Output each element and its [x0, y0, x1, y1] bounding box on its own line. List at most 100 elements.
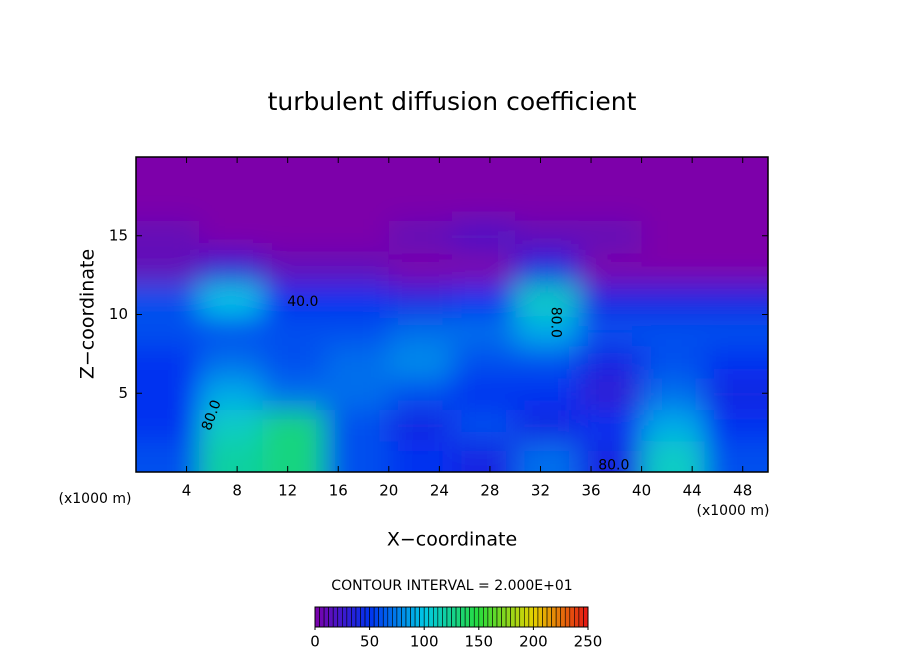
field-cell — [325, 440, 390, 472]
field-cell — [199, 346, 264, 379]
field-cell — [641, 440, 706, 472]
colorbar-swatch — [387, 606, 393, 628]
field-cell — [515, 283, 580, 316]
colorbar-swatch — [510, 606, 516, 628]
contour-label: 40.0 — [287, 294, 318, 310]
colorbar-swatch — [505, 606, 511, 628]
colorbar-swatch — [537, 606, 543, 628]
field-cell — [515, 157, 580, 190]
field-cell — [515, 314, 580, 347]
field-cell — [262, 440, 327, 472]
field-cell — [578, 440, 643, 472]
x-tick-label: 28 — [480, 482, 499, 500]
colorbar-swatch — [323, 606, 329, 628]
field-cell — [641, 346, 706, 379]
x-tick-label: 48 — [733, 482, 752, 500]
field-cell — [199, 220, 264, 253]
colorbar-swatch — [542, 606, 548, 628]
field-cell — [452, 314, 517, 347]
contour-label: 80.0 — [548, 307, 564, 338]
field-cell — [641, 220, 706, 253]
contour-interval: CONTOUR INTERVAL = 2.000E+01 — [331, 578, 572, 594]
field-cell — [199, 314, 264, 347]
field-cell — [578, 377, 643, 410]
field-cell — [388, 314, 453, 347]
field-cell — [388, 409, 453, 442]
field-cell — [578, 283, 643, 316]
colorbar-swatch — [560, 606, 566, 628]
field-cell — [199, 188, 264, 221]
colorbar-swatch — [546, 606, 552, 628]
field-cell — [388, 220, 453, 253]
field-cell — [452, 440, 517, 472]
field-cell — [578, 220, 643, 253]
field-cell — [325, 377, 390, 410]
colorbar-swatch — [355, 606, 361, 628]
colorbar-tick-label: 150 — [464, 633, 493, 651]
colorbar-swatch — [373, 606, 379, 628]
field-cell — [515, 251, 580, 284]
colorbar-swatch — [528, 606, 534, 628]
field-cell — [136, 440, 201, 472]
colorbar-swatch — [469, 606, 475, 628]
field-cell — [452, 251, 517, 284]
colorbar-swatch — [487, 606, 493, 628]
field-cell — [136, 377, 201, 410]
x-tick-label: 40 — [632, 482, 651, 500]
contour-label: 80.0 — [598, 458, 629, 474]
field-cell — [578, 346, 643, 379]
field-cell — [578, 188, 643, 221]
x-tick-label: 8 — [232, 482, 242, 500]
field-cell — [515, 188, 580, 221]
colorbar-swatch — [446, 606, 452, 628]
x-axis-label: X−coordinate — [387, 529, 517, 551]
field-cell — [325, 346, 390, 379]
field-cell — [199, 440, 264, 472]
x-tick-label: 44 — [683, 482, 702, 500]
field-cell — [704, 377, 768, 410]
field-cell — [641, 188, 706, 221]
field-cell — [578, 157, 643, 190]
field-cell — [515, 377, 580, 410]
field-cell — [325, 251, 390, 284]
colorbar-swatch — [492, 606, 498, 628]
y-axis-label: Z−coordinate — [77, 249, 99, 379]
colorbar-swatch — [514, 606, 521, 628]
y-tick-label: 10 — [109, 305, 128, 323]
field-cell — [388, 283, 453, 316]
field-cell — [641, 377, 706, 410]
field-cell — [578, 409, 643, 442]
field-cell — [325, 220, 390, 253]
colorbar-swatch — [382, 606, 389, 628]
x-tick-label: 24 — [430, 482, 449, 500]
colorbar-swatch — [523, 606, 530, 628]
colorbar-swatch — [464, 606, 470, 628]
colorbar-swatch — [319, 606, 325, 628]
field-cell — [136, 157, 201, 190]
colorbar-swatch — [369, 606, 375, 628]
colorbar-swatch — [478, 606, 484, 628]
x-tick-label: 12 — [278, 482, 297, 500]
field-cell — [704, 440, 768, 472]
field-cell — [136, 283, 201, 316]
colorbar-swatch — [341, 606, 348, 628]
field-cell — [262, 188, 327, 221]
field-cell — [136, 188, 201, 221]
field-cell — [704, 283, 768, 316]
field-cell — [325, 409, 390, 442]
colorbar-swatch — [578, 606, 584, 628]
x-tick-label: 32 — [531, 482, 550, 500]
field-cell — [452, 346, 517, 379]
colorbar-swatch — [574, 606, 580, 628]
field-cell — [704, 220, 768, 253]
field-cell — [641, 251, 706, 284]
field-cell — [515, 440, 580, 472]
colorbar-swatch — [451, 606, 457, 628]
field-cell — [641, 409, 706, 442]
colorbar-swatch — [392, 606, 398, 628]
colorbar-swatch — [328, 606, 334, 628]
colorbar-frame — [314, 606, 589, 628]
colorbar-swatch — [442, 606, 448, 628]
field-cell — [704, 188, 768, 221]
colorbar-swatch — [364, 606, 370, 628]
